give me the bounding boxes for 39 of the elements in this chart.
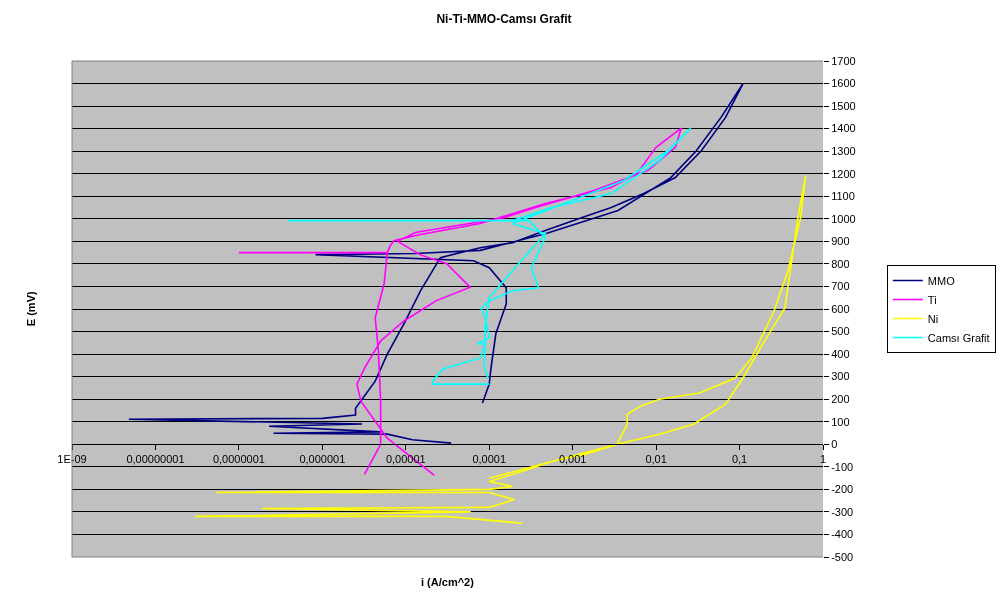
y-tick-label: -400 bbox=[831, 528, 854, 541]
x-tick-label: 1 bbox=[819, 453, 827, 466]
x-tick-label: 0,0001 bbox=[472, 453, 507, 466]
x-tick-label: 0,00000001 bbox=[126, 453, 185, 466]
x-tick-label: 1E-09 bbox=[57, 453, 87, 466]
y-tick-label: 600 bbox=[831, 302, 850, 315]
y-tick-label: 700 bbox=[831, 280, 850, 293]
x-tick-label: 0,1 bbox=[731, 453, 748, 466]
y-tick-label: -200 bbox=[831, 483, 854, 496]
legend-label: Camsı Grafit bbox=[927, 331, 990, 344]
y-tick-label: 500 bbox=[831, 325, 850, 338]
y-tick-label: 1700 bbox=[831, 54, 856, 67]
y-tick-label: 1400 bbox=[831, 122, 856, 135]
y-tick-label: 1500 bbox=[831, 99, 856, 112]
chart-title: Ni-Ti-MMO-Camsı Grafit bbox=[436, 12, 572, 27]
x-tick-label: 0,0000001 bbox=[212, 453, 265, 466]
y-tick-label: 1000 bbox=[831, 212, 856, 225]
y-tick-label: -100 bbox=[831, 460, 854, 473]
legend-label: MMO bbox=[927, 274, 956, 287]
y-tick-label: -300 bbox=[831, 505, 854, 518]
y-tick-label: 300 bbox=[831, 370, 850, 383]
y-tick-label: 0 bbox=[831, 438, 838, 451]
y-tick-label: 1600 bbox=[831, 77, 856, 90]
y-axis-title: E (mV) bbox=[25, 291, 38, 327]
x-tick-label: 0,000001 bbox=[299, 453, 346, 466]
y-tick-label: -500 bbox=[831, 550, 854, 563]
y-tick-label: 900 bbox=[831, 235, 850, 248]
y-tick-label: 1100 bbox=[831, 190, 855, 203]
y-tick-label: 1200 bbox=[831, 167, 856, 180]
x-axis-title: i (A/cm^2) bbox=[421, 576, 475, 588]
y-tick-label: 200 bbox=[831, 393, 850, 406]
legend-label: Ni bbox=[927, 312, 939, 325]
x-tick-label: 0,01 bbox=[645, 453, 667, 466]
y-tick-label: 400 bbox=[831, 347, 850, 360]
y-tick-label: 100 bbox=[831, 415, 850, 428]
y-tick-label: 800 bbox=[831, 257, 850, 270]
legend-label: Ti bbox=[927, 293, 937, 306]
x-tick-label: 0,001 bbox=[558, 453, 587, 466]
y-tick-label: 1300 bbox=[831, 145, 856, 158]
